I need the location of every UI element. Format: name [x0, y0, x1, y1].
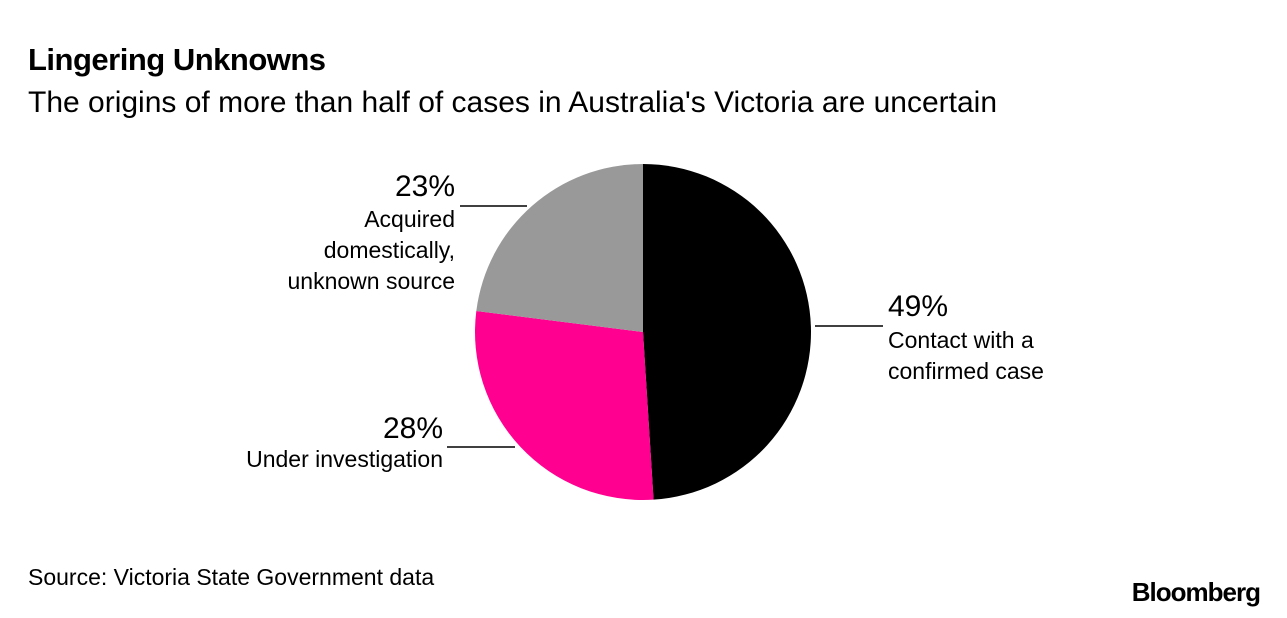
source-note: Source: Victoria State Government data — [28, 564, 435, 590]
pie-slice — [476, 164, 643, 332]
pie-slice — [474, 310, 654, 500]
slice-label: Acquired domestically, unknown source — [287, 206, 456, 294]
chart-title: Lingering Unknowns — [28, 42, 326, 77]
value-label: 28% — [382, 412, 443, 445]
slice-label: Under investigation — [246, 446, 443, 472]
logo: Bloomberg — [1131, 577, 1261, 607]
pie-slice — [643, 164, 811, 500]
value-label: 23% — [394, 170, 455, 203]
value-label: 49% — [888, 290, 949, 323]
slice-label: Contact with a confirmed case — [888, 327, 1044, 384]
chart-subtitle: The origins of more than half of cases i… — [28, 86, 998, 119]
